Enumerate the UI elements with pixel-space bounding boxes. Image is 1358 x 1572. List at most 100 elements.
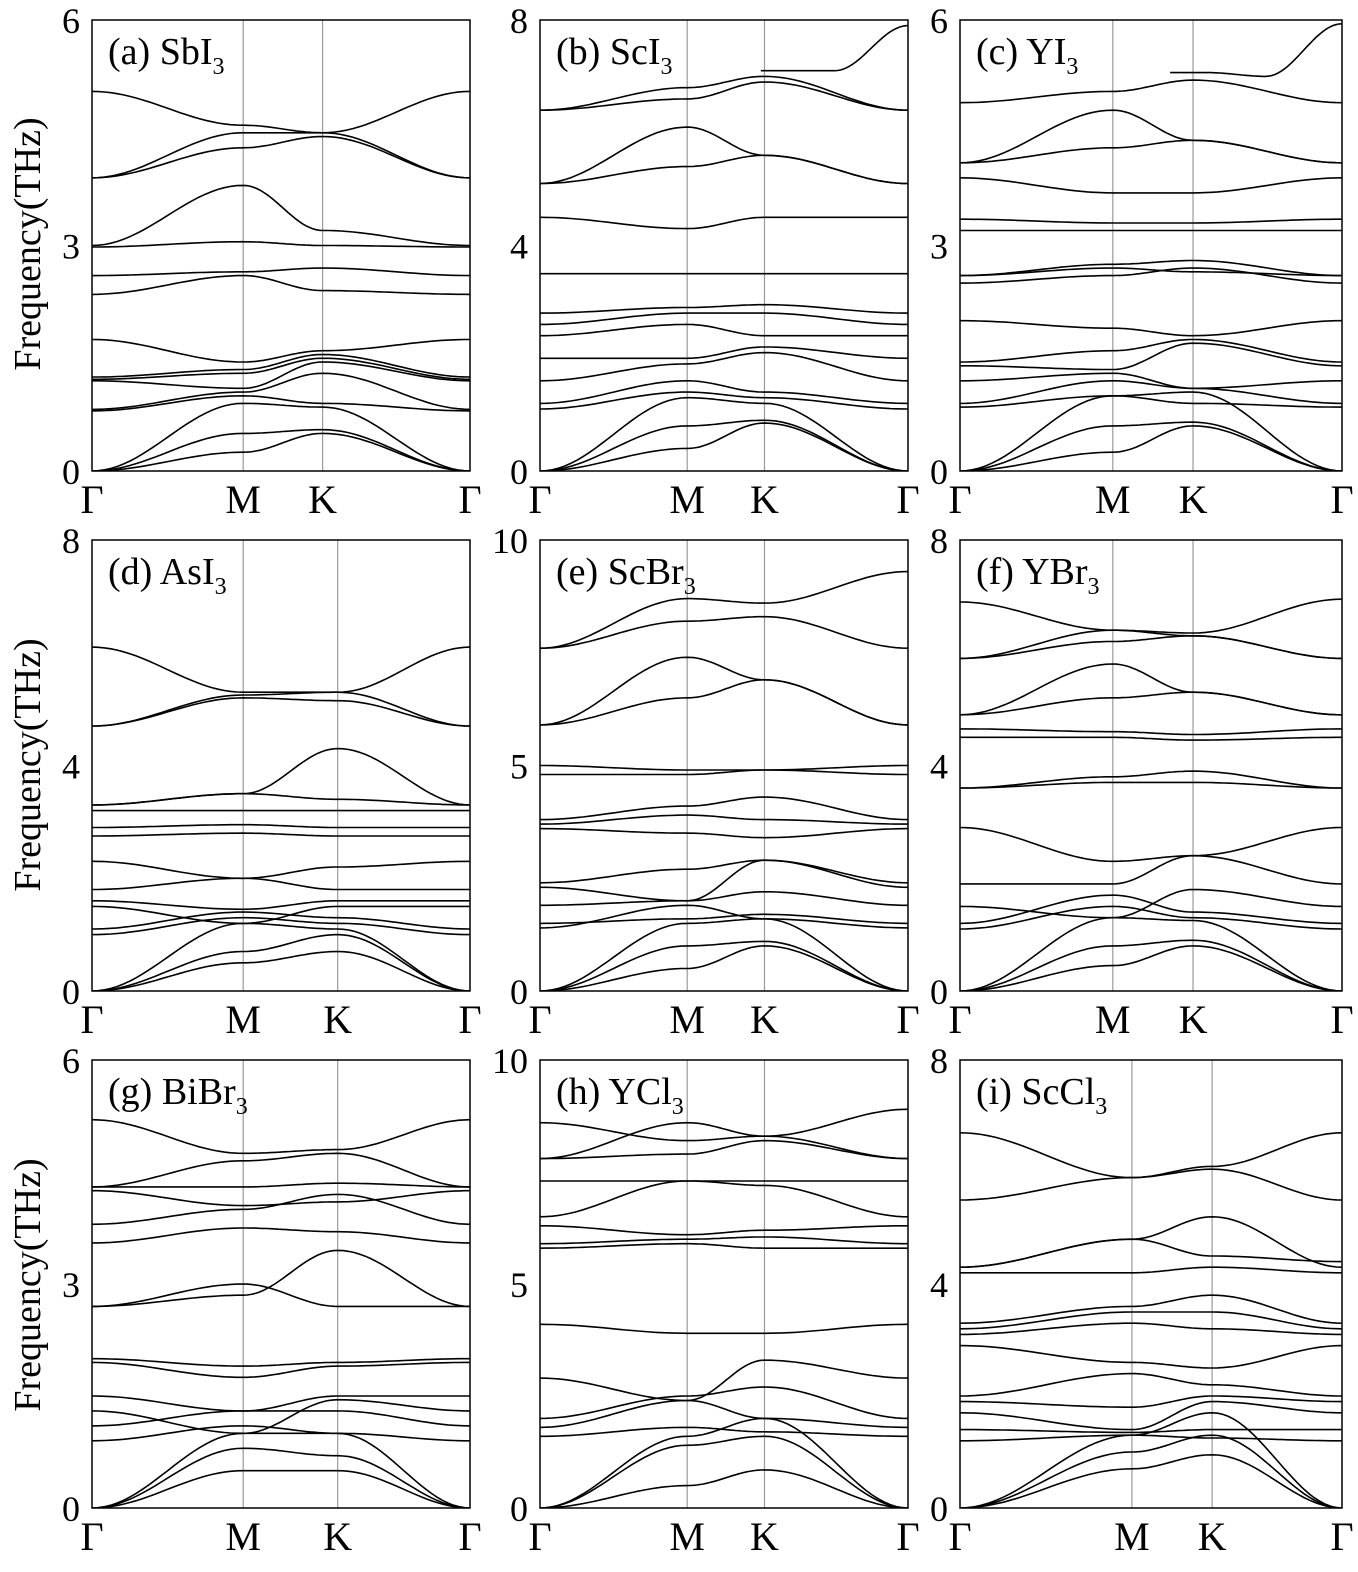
kpoint-label-h-1: M: [669, 1514, 705, 1559]
ytick-d-0: 0: [62, 972, 80, 1012]
panel-subscript-g: 3: [236, 1094, 248, 1120]
kpoint-label-d-0: Γ: [80, 997, 103, 1042]
panel-tag-f: (f): [976, 551, 1014, 593]
panel-tag-b: (b): [556, 31, 600, 73]
band-b-8: [540, 312, 908, 326]
band-b-1: [540, 419, 908, 471]
band-e-16: [540, 570, 908, 649]
panel-compound-c: YI: [1026, 31, 1066, 73]
kpoint-label-g-1: M: [225, 1514, 261, 1559]
band-b-4: [540, 380, 908, 405]
ytick-d-2: 8: [62, 521, 80, 561]
band-h-1: [540, 1435, 908, 1508]
band-b-16: [760, 24, 908, 72]
panel-tag-d: (d): [108, 551, 152, 593]
kpoint-label-b-3: Γ: [896, 477, 919, 522]
panel-title-h: (h) YCl3: [556, 1071, 684, 1120]
kpoint-label-b-0: Γ: [528, 477, 551, 522]
frame-e: [539, 539, 909, 992]
panel-compound-d: AsI: [160, 551, 215, 593]
band-h-15: [540, 1121, 908, 1160]
band-e-0: [540, 945, 908, 991]
panel-subscript-f: 3: [1088, 574, 1100, 600]
kpoint-label-a-1: M: [225, 477, 261, 522]
band-b-5: [540, 351, 908, 382]
band-i-2: [960, 1411, 1342, 1508]
panel-subscript-a: 3: [212, 54, 224, 80]
bands-f: [960, 598, 1342, 991]
band-a-13: [92, 135, 470, 179]
band-c-5: [960, 372, 1342, 390]
ytick-i-2: 8: [930, 1041, 948, 1081]
band-d-2: [92, 922, 470, 991]
band-d-0: [92, 950, 470, 991]
frame-g: [91, 1059, 471, 1509]
kpoint-label-b-1: M: [669, 477, 705, 522]
band-d-10: [92, 823, 470, 829]
band-a-2: [92, 402, 470, 471]
band-e-11: [540, 769, 908, 776]
band-e-6: [540, 859, 908, 902]
panel-tag-gap: [152, 551, 159, 593]
panel-title-f: (f) YBr3: [976, 551, 1100, 600]
panel-tag-i: (i): [976, 1071, 1012, 1113]
band-a-8: [92, 338, 470, 363]
band-a-14: [92, 132, 470, 179]
band-f-1: [960, 939, 1342, 991]
ylabel-row-1: Frequency(THz): [7, 117, 49, 370]
band-g-12: [92, 1193, 470, 1226]
kpoint-label-d-3: Γ: [458, 997, 481, 1042]
panel-compound-i: ScCl: [1021, 1071, 1095, 1113]
band-i-9: [960, 1322, 1342, 1336]
band-h-11: [540, 1180, 908, 1218]
band-d-4: [92, 911, 470, 930]
band-f-0: [960, 945, 1342, 991]
band-g-4: [92, 1410, 470, 1427]
panel-title-g: (g) BiBr3: [108, 1071, 248, 1120]
frame-b: [539, 19, 909, 472]
band-b-14: [540, 81, 908, 111]
kpoint-label-e-2: K: [750, 997, 779, 1042]
panel-title-c: (c) YI3: [976, 31, 1078, 80]
panel-compound-g: BiBr: [162, 1071, 236, 1113]
band-c-15: [960, 139, 1342, 164]
band-d-9: [92, 832, 470, 837]
ytick-c-0: 0: [930, 452, 948, 492]
band-f-16: [960, 601, 1342, 660]
bands-b: [540, 24, 908, 471]
band-f-8: [960, 781, 1342, 789]
kpoint-label-c-0: Γ: [948, 477, 971, 522]
band-b-6: [540, 346, 908, 360]
ylabel-row-2: Frequency(THz): [7, 638, 49, 891]
band-h-5: [540, 1386, 908, 1420]
band-i-11: [960, 1294, 1342, 1324]
panel-e: 0 5 10 Γ M K Γ (e) ScBr3: [492, 521, 920, 1042]
band-a-5: [92, 361, 470, 390]
panel-compound-h: YCl: [608, 1071, 671, 1113]
panel-title-e: (e) ScBr3: [556, 551, 696, 600]
band-g-10: [92, 1283, 470, 1308]
band-c-6: [960, 342, 1342, 371]
band-g-8: [92, 1357, 470, 1367]
frame-i: [959, 1059, 1343, 1509]
band-d-3: [92, 916, 470, 936]
band-d-1: [92, 933, 470, 991]
band-e-9: [540, 814, 908, 825]
band-g-14: [92, 1182, 470, 1188]
band-i-15: [960, 1168, 1342, 1201]
kpoint-label-c-1: M: [1095, 477, 1131, 522]
band-f-14: [960, 634, 1342, 660]
ytick-h-0: 0: [510, 1489, 528, 1529]
ytick-f-1: 4: [930, 747, 948, 787]
band-c-9: [960, 267, 1342, 277]
band-h-8: [540, 1242, 908, 1249]
kpoint-label-d-2: K: [323, 997, 352, 1042]
band-h-7: [540, 1323, 908, 1335]
band-h-14: [540, 1108, 908, 1160]
band-c-4: [960, 380, 1342, 405]
kpoint-label-i-2: K: [1198, 1514, 1227, 1559]
band-c-7: [960, 338, 1342, 363]
kpoint-label-f-3: Γ: [1330, 997, 1353, 1042]
